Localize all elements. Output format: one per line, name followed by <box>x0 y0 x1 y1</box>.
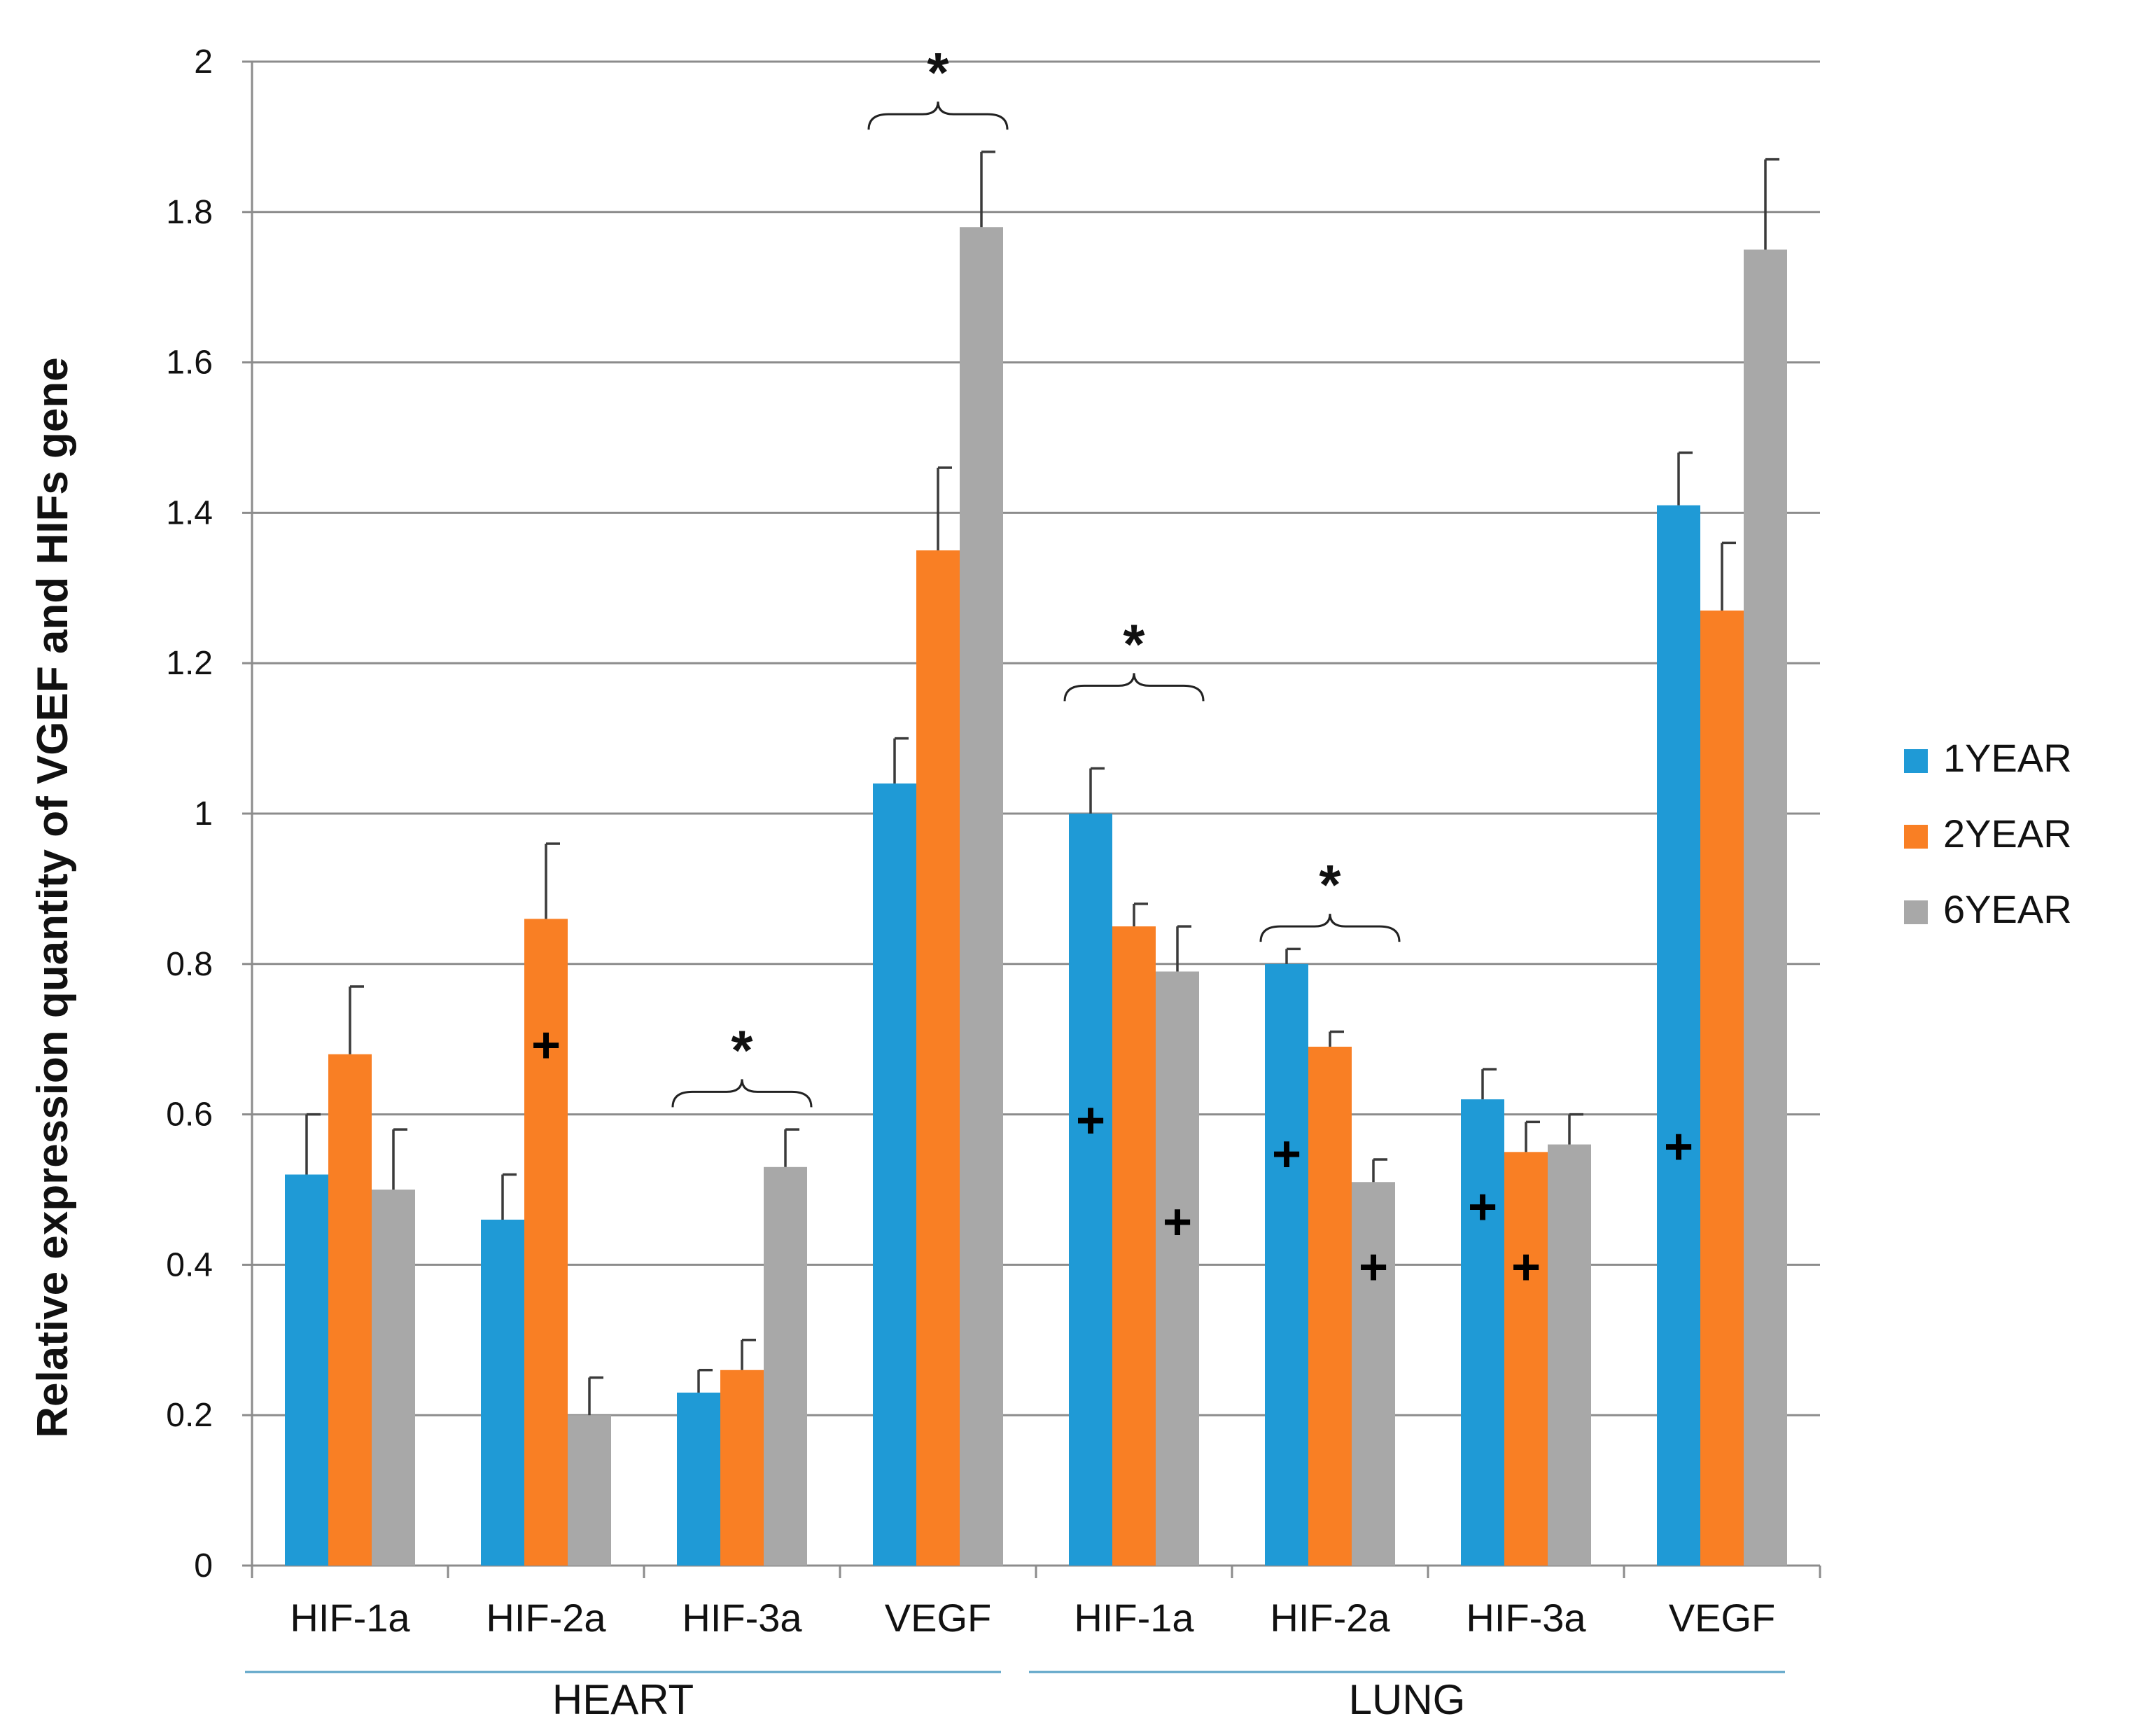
y-axis-label: Relative expression quantity of VGEF and… <box>29 357 77 1437</box>
bar-1year-2 <box>677 1392 720 1566</box>
plus-marker: + <box>531 1017 561 1073</box>
plus-marker: + <box>1664 1119 1693 1175</box>
significance-star: * <box>927 41 949 104</box>
bar-2year-6 <box>1504 1152 1548 1566</box>
bar-1year-6 <box>1461 1099 1504 1566</box>
y-tick-label: 0.4 <box>166 1246 213 1283</box>
bar-6year-3 <box>960 227 1003 1566</box>
legend-label-1year: 1YEAR <box>1943 736 2072 780</box>
plus-marker: + <box>1163 1194 1192 1250</box>
bar-6year-7 <box>1744 249 1787 1566</box>
plus-marker: + <box>1359 1239 1388 1295</box>
y-tick-label: 1.8 <box>166 194 213 231</box>
bar-1year-5 <box>1265 963 1308 1566</box>
y-tick-label: 2 <box>194 43 213 81</box>
bar-2year-2 <box>720 1370 764 1566</box>
bar-1year-7 <box>1657 505 1700 1566</box>
group-label: HEART <box>552 1676 694 1723</box>
bar-2year-5 <box>1308 1046 1352 1566</box>
bar-1year-3 <box>873 783 916 1566</box>
plus-marker: + <box>1511 1239 1541 1295</box>
x-category-label: VEGF <box>885 1596 991 1640</box>
bar-1year-4 <box>1069 814 1112 1566</box>
x-category-label: HIF-3a <box>682 1596 802 1640</box>
bar-6year-1 <box>568 1415 611 1566</box>
bar-2year-7 <box>1700 611 1744 1566</box>
significance-bracket <box>1259 914 1401 942</box>
significance-bracket <box>671 1079 813 1108</box>
y-tick-label: 1.2 <box>166 645 213 682</box>
plus-marker: + <box>1076 1092 1105 1148</box>
bar-6year-6 <box>1548 1144 1591 1566</box>
x-category-label: HIF-3a <box>1466 1596 1586 1640</box>
plus-marker: + <box>1272 1127 1301 1183</box>
legend-swatch-1year <box>1904 749 1928 773</box>
bar-2year-1 <box>524 919 568 1566</box>
y-tick-label: 1 <box>194 795 213 832</box>
significance-star: * <box>1123 613 1145 675</box>
x-category-label: HIF-1a <box>1074 1596 1194 1640</box>
y-tick-label: 0 <box>194 1547 213 1584</box>
significance-bracket <box>1063 673 1205 702</box>
plus-marker: + <box>1468 1179 1497 1235</box>
bar-6year-5 <box>1352 1182 1395 1566</box>
bar-6year-4 <box>1156 971 1199 1566</box>
bar-2year-0 <box>328 1054 372 1566</box>
bar-2year-4 <box>1112 926 1156 1566</box>
y-tick-label: 0.2 <box>166 1397 213 1434</box>
bar-1year-1 <box>481 1219 524 1566</box>
y-tick-label: 0.8 <box>166 946 213 983</box>
bar-6year-0 <box>372 1190 415 1566</box>
legend-swatch-2year <box>1904 825 1928 849</box>
y-tick-label: 1.6 <box>166 344 213 382</box>
bar-1year-0 <box>285 1174 328 1566</box>
group-label: LUNG <box>1349 1676 1466 1723</box>
x-category-label: HIF-2a <box>486 1596 606 1640</box>
significance-star: * <box>731 1019 753 1081</box>
legend-label-6year: 6YEAR <box>1943 887 2072 931</box>
legend-swatch-6year <box>1904 900 1928 924</box>
significance-bracket <box>867 102 1009 130</box>
legend-label-2year: 2YEAR <box>1943 811 2072 856</box>
y-tick-label: 1.4 <box>166 494 213 531</box>
x-category-label: HIF-1a <box>290 1596 410 1640</box>
bar-2year-3 <box>916 550 960 1566</box>
bar-6year-2 <box>764 1166 807 1566</box>
x-category-label: HIF-2a <box>1270 1596 1390 1640</box>
significance-star: * <box>1319 853 1341 916</box>
x-category-label: VEGF <box>1669 1596 1775 1640</box>
y-tick-label: 0.6 <box>166 1096 213 1134</box>
